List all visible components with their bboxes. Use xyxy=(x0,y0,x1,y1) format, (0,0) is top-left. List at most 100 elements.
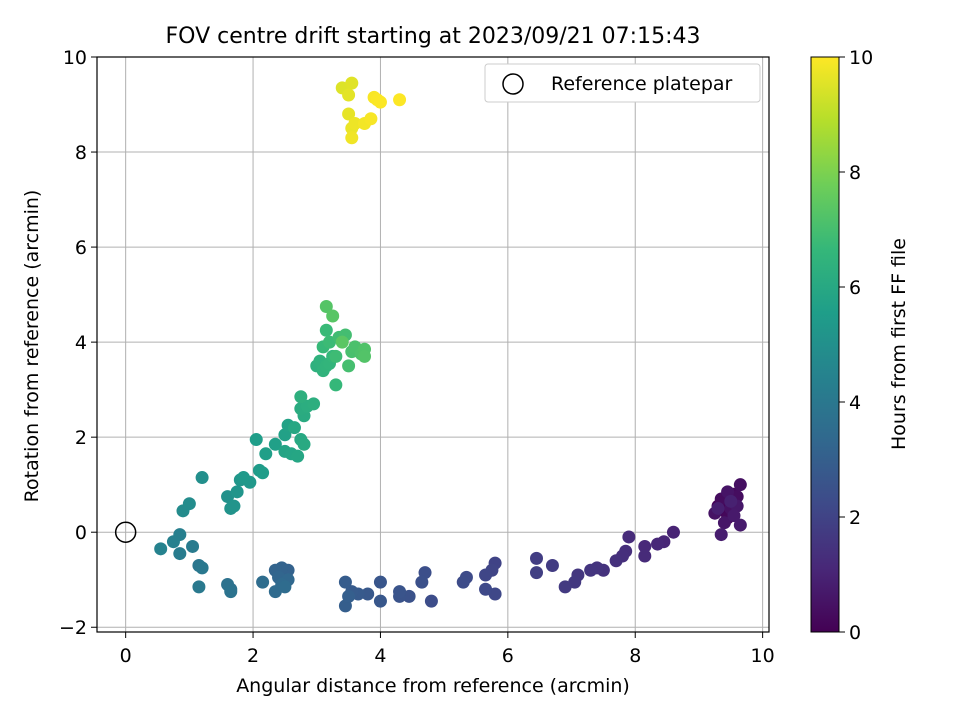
colorbar-tick-label: 0 xyxy=(849,622,861,644)
data-point xyxy=(259,447,273,461)
data-point xyxy=(609,554,623,568)
colorbar-frame xyxy=(810,56,840,633)
data-point xyxy=(342,107,356,121)
data-point xyxy=(195,561,209,575)
colorbar-tick-label: 6 xyxy=(849,277,861,299)
data-point xyxy=(724,494,738,508)
y-tick-label: 10 xyxy=(63,47,87,69)
x-axis-ticks: 0 2 4 6 8 10 xyxy=(120,632,775,667)
data-point xyxy=(558,580,572,594)
data-point xyxy=(711,501,725,515)
data-point xyxy=(294,390,308,404)
data-point xyxy=(393,93,407,107)
data-point xyxy=(342,589,356,603)
data-point xyxy=(530,551,544,565)
data-point xyxy=(237,471,251,485)
data-point xyxy=(335,335,349,349)
data-point xyxy=(348,117,362,131)
y-tick-label: 0 xyxy=(75,522,87,544)
data-point xyxy=(622,530,636,544)
legend-box xyxy=(484,63,761,103)
reference-platepar-marker xyxy=(114,521,137,543)
data-point xyxy=(733,478,747,492)
data-point xyxy=(227,499,241,513)
colorbar-tick-label: 8 xyxy=(849,162,861,184)
data-point xyxy=(230,485,244,499)
data-point xyxy=(268,437,282,451)
data-point xyxy=(291,449,305,463)
colorbar-tick-label: 10 xyxy=(849,47,873,69)
data-point xyxy=(545,558,559,572)
data-point xyxy=(714,528,728,542)
data-point xyxy=(373,575,387,589)
y-tick-label: 6 xyxy=(75,237,87,259)
data-point xyxy=(186,539,200,553)
colorbar-label: Hours from first FF file xyxy=(888,238,910,450)
data-point xyxy=(154,542,168,556)
plot-frame xyxy=(96,56,770,633)
y-tick-label: 2 xyxy=(75,427,87,449)
data-point xyxy=(530,566,544,580)
x-axis-label: Angular distance from reference (arcmin) xyxy=(236,675,630,697)
data-point xyxy=(651,537,665,551)
data-point xyxy=(345,131,359,145)
y-tick-label: 4 xyxy=(75,332,87,354)
data-point xyxy=(733,518,747,532)
y-axis-ticks: −2 0 2 4 6 8 10 xyxy=(59,47,97,639)
data-point xyxy=(342,359,356,373)
data-point xyxy=(329,378,343,392)
data-point xyxy=(256,466,270,480)
data-point xyxy=(326,309,340,323)
data-point xyxy=(166,535,180,549)
data-point xyxy=(307,397,321,411)
data-point xyxy=(319,299,333,313)
colorbar-tick-label: 4 xyxy=(849,392,861,414)
legend: Reference platepar xyxy=(484,63,761,103)
data-point xyxy=(424,594,438,608)
data-point xyxy=(358,349,372,363)
data-point xyxy=(173,547,187,561)
x-tick-label: 6 xyxy=(502,645,514,667)
data-point xyxy=(319,323,333,337)
data-point xyxy=(287,421,301,435)
data-point xyxy=(415,575,429,589)
data-point xyxy=(342,88,356,102)
data-point xyxy=(364,112,378,126)
data-point xyxy=(297,437,311,451)
data-point xyxy=(584,563,598,577)
y-axis-label: Rotation from reference (arcmin) xyxy=(21,190,43,503)
data-point xyxy=(479,582,493,596)
data-point xyxy=(361,587,375,601)
data-point xyxy=(727,509,741,523)
data-point xyxy=(638,539,652,553)
data-point xyxy=(373,594,387,608)
x-tick-label: 0 xyxy=(120,645,132,667)
data-point xyxy=(182,497,196,511)
data-point xyxy=(195,471,209,485)
legend-marker-circle xyxy=(502,73,524,95)
chart-title: FOV centre drift starting at 2023/09/21 … xyxy=(166,24,701,49)
data-point xyxy=(456,575,470,589)
data-point xyxy=(393,585,407,599)
data-point xyxy=(192,580,206,594)
data-point xyxy=(638,549,652,563)
data-point xyxy=(479,568,493,582)
data-point xyxy=(666,525,680,539)
x-tick-label: 4 xyxy=(374,645,386,667)
y-tick-label: 8 xyxy=(75,142,87,164)
x-tick-label: 8 xyxy=(629,645,641,667)
colorbar-tick-label: 2 xyxy=(849,507,861,529)
x-tick-label: 2 xyxy=(247,645,259,667)
y-tick-label: −2 xyxy=(59,617,87,639)
data-point xyxy=(338,575,352,589)
data-point xyxy=(278,580,292,594)
data-point xyxy=(373,95,387,109)
data-point xyxy=(717,516,731,530)
data-point xyxy=(256,575,270,589)
x-tick-label: 10 xyxy=(751,645,775,667)
data-point xyxy=(249,433,263,447)
colorbar: 0 2 4 6 8 10 Hours from first FF file xyxy=(810,47,910,644)
colorbar-gradient xyxy=(811,57,839,632)
plot-border xyxy=(96,56,770,633)
